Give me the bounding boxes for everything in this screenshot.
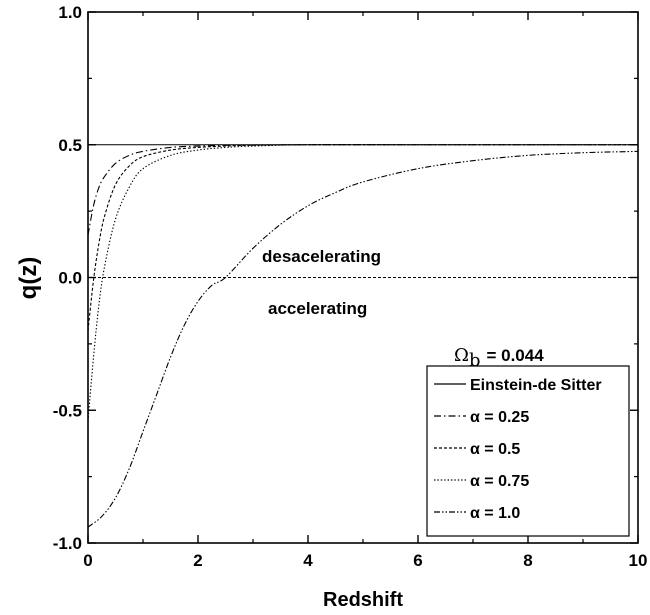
y-axis-label: q(z) xyxy=(15,257,42,300)
x-tick-label: 4 xyxy=(303,551,313,570)
legend-box xyxy=(426,365,630,537)
plot-area xyxy=(87,11,639,544)
x-axis-label: Redshift xyxy=(323,589,403,611)
x-tick-label: 0 xyxy=(83,551,92,570)
y-tick-label: 1.0 xyxy=(58,3,82,22)
y-tick-label: 0.5 xyxy=(58,136,82,155)
tick-labels: 0 2 4 6 8 10 -1.0 -0.5 0.0 0.5 1.0 xyxy=(53,3,648,570)
x-tick-label: 10 xyxy=(629,551,648,570)
series-line-1 xyxy=(87,144,638,236)
y-tick-label: -0.5 xyxy=(53,401,82,420)
legend-label-4: α = 1.0 xyxy=(470,505,520,522)
omega-subscript: b xyxy=(469,350,481,371)
legend-label-3: α = 0.75 xyxy=(470,473,529,490)
y-tick-label: 0.0 xyxy=(58,269,82,288)
legend-label-2: α = 0.5 xyxy=(470,441,520,458)
accelerating-annotation: accelerating xyxy=(268,299,367,318)
legend-label-0: Einstein-de Sitter xyxy=(470,377,602,394)
series-line-2 xyxy=(87,144,638,331)
desacelerating-annotation: desacelerating xyxy=(262,247,381,266)
x-tick-label: 8 xyxy=(523,551,532,570)
y-tick-label: -1.0 xyxy=(53,534,82,553)
legend-label-1: α = 0.25 xyxy=(470,409,529,426)
x-tick-label: 6 xyxy=(413,551,422,570)
omega-value: = 0.044 xyxy=(486,346,544,365)
legend-entries: Einstein-de Sitter α = 0.25 α = 0.5 α = 0.7… xyxy=(434,377,602,522)
series-layer xyxy=(87,144,639,528)
series-line-4 xyxy=(87,150,639,528)
omega-annotation: Ωb = 0.044 xyxy=(454,345,544,371)
omega-symbol: Ω xyxy=(454,345,469,366)
legend: Einstein-de Sitter α = 0.25 α = 0.5 α = 0.7… xyxy=(426,365,630,537)
x-tick-label: 2 xyxy=(193,551,202,570)
